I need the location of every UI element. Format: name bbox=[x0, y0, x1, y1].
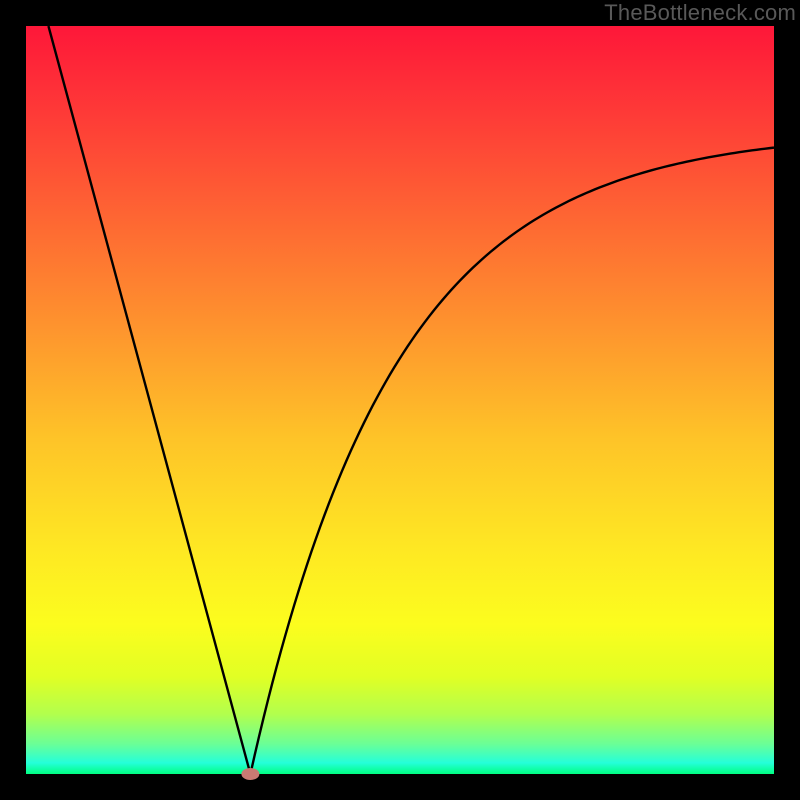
optimal-point-marker bbox=[241, 768, 259, 780]
chart-frame: TheBottleneck.com bbox=[0, 0, 800, 800]
chart-background bbox=[26, 26, 774, 774]
bottleneck-chart bbox=[0, 0, 800, 800]
watermark-text: TheBottleneck.com bbox=[604, 0, 800, 26]
